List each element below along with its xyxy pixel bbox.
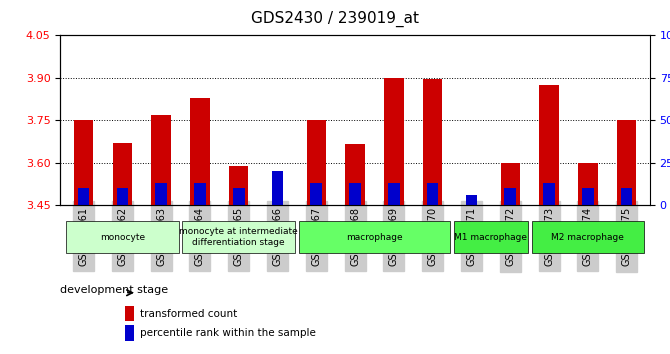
- FancyBboxPatch shape: [182, 221, 295, 253]
- FancyBboxPatch shape: [66, 221, 179, 253]
- Bar: [194, 183, 206, 205]
- Bar: [125, 306, 134, 321]
- Text: transformed count: transformed count: [140, 309, 237, 319]
- Bar: [617, 120, 636, 205]
- Bar: [272, 171, 283, 205]
- Bar: [427, 183, 438, 205]
- Bar: [125, 325, 134, 341]
- Bar: [384, 78, 403, 205]
- Text: M2 macrophage: M2 macrophage: [551, 233, 624, 242]
- Bar: [388, 183, 400, 205]
- Text: monocyte at intermediate
differentiation stage: monocyte at intermediate differentiation…: [180, 228, 298, 247]
- Bar: [582, 188, 594, 205]
- Text: development stage: development stage: [60, 285, 168, 295]
- Text: M1 macrophage: M1 macrophage: [454, 233, 527, 242]
- Bar: [117, 188, 128, 205]
- Bar: [310, 183, 322, 205]
- Bar: [151, 115, 171, 205]
- Bar: [307, 120, 326, 205]
- Bar: [621, 188, 632, 205]
- Bar: [346, 144, 364, 205]
- Bar: [578, 163, 598, 205]
- Text: GDS2430 / 239019_at: GDS2430 / 239019_at: [251, 11, 419, 27]
- Bar: [155, 183, 167, 205]
- FancyBboxPatch shape: [454, 221, 528, 253]
- FancyBboxPatch shape: [299, 221, 450, 253]
- Bar: [229, 166, 249, 205]
- Bar: [423, 79, 442, 205]
- Text: macrophage: macrophage: [346, 233, 403, 242]
- Text: monocyte: monocyte: [100, 233, 145, 242]
- Bar: [74, 120, 93, 205]
- Bar: [543, 183, 555, 205]
- Text: percentile rank within the sample: percentile rank within the sample: [140, 328, 316, 338]
- Bar: [505, 188, 516, 205]
- Bar: [233, 188, 245, 205]
- Bar: [78, 188, 89, 205]
- Bar: [349, 183, 361, 205]
- Bar: [190, 98, 210, 205]
- Bar: [466, 195, 477, 205]
- Bar: [113, 143, 132, 205]
- Bar: [500, 163, 520, 205]
- FancyBboxPatch shape: [531, 221, 644, 253]
- Bar: [539, 85, 559, 205]
